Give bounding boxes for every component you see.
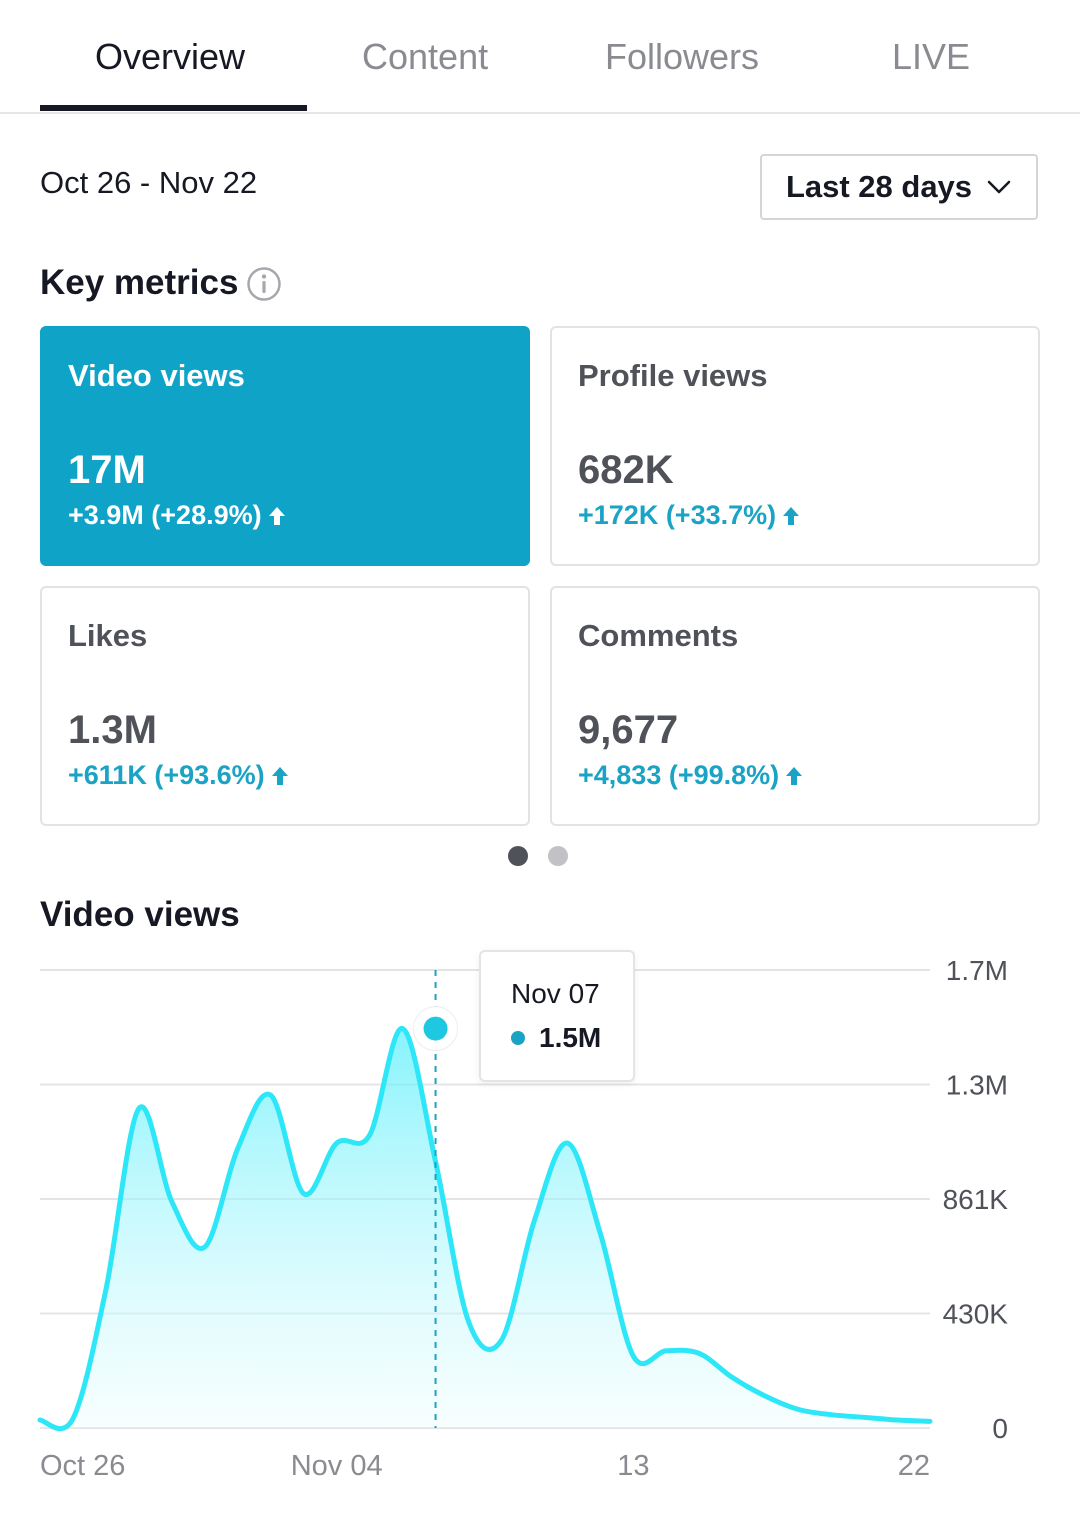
data-point xyxy=(531,1217,537,1223)
tab-live[interactable]: LIVE xyxy=(892,36,971,77)
y-tick-label: 0 xyxy=(992,1413,1008,1444)
date-range-select-value: Last 28 days xyxy=(785,169,973,204)
page-dot-2[interactable] xyxy=(548,846,568,866)
chart-section-title: Video views xyxy=(40,895,240,934)
metric-delta: +3.9M (+28.9%) xyxy=(68,500,286,531)
y-tick-label: 1.3M xyxy=(946,1070,1008,1101)
tooltip-value-text: 1.5M xyxy=(539,1022,602,1053)
metric-delta: +611K (+93.6%) xyxy=(68,760,289,791)
y-axis-labels: 1.7M 1.3M 861K 430K 0 xyxy=(943,955,1009,1444)
chart-area-fill xyxy=(40,1028,930,1429)
data-point xyxy=(795,1406,801,1412)
data-point xyxy=(861,1414,867,1420)
x-tick-label: 13 xyxy=(617,1450,649,1482)
x-tick-label: 22 xyxy=(898,1450,930,1482)
page-dot-1[interactable] xyxy=(508,846,528,866)
data-point xyxy=(630,1353,636,1359)
metric-delta-text: +3.9M (+28.9%) xyxy=(68,500,262,530)
data-point xyxy=(268,1092,274,1098)
tooltip-date: Nov 07 xyxy=(511,978,600,1009)
x-tick-label: Nov 04 xyxy=(291,1450,383,1482)
tab-bar: Overview Content Followers LIVE xyxy=(0,0,1080,114)
data-point xyxy=(597,1231,603,1237)
data-point xyxy=(235,1145,241,1151)
metric-delta-text: +4,833 (+99.8%) xyxy=(578,760,780,790)
metric-label: Comments xyxy=(578,618,739,653)
data-point xyxy=(202,1244,208,1250)
key-metrics-title: Key metrics xyxy=(40,263,239,302)
chart-tooltip: Nov 07 1.5M xyxy=(479,950,635,1082)
arrow-up-icon xyxy=(786,766,803,785)
highlight-point[interactable] xyxy=(423,1016,448,1041)
data-point xyxy=(927,1418,933,1424)
arrow-up-icon xyxy=(268,506,285,525)
metric-delta: +4,833 (+99.8%) xyxy=(578,760,803,791)
info-icon[interactable] xyxy=(246,266,282,302)
date-range-label: Oct 26 - Nov 22 xyxy=(40,165,258,200)
data-point xyxy=(367,1132,373,1138)
data-point xyxy=(37,1417,43,1423)
metric-delta-text: +172K (+33.7%) xyxy=(578,500,777,530)
carousel-page-indicator xyxy=(508,846,568,866)
tooltip-value: 1.5M xyxy=(511,1022,601,1054)
arrow-up-icon xyxy=(271,766,288,785)
data-point xyxy=(400,1026,406,1032)
metric-value: 682K xyxy=(578,448,674,492)
data-point xyxy=(136,1105,142,1111)
data-point xyxy=(334,1140,340,1146)
metric-card-video-views[interactable]: Video views 17M +3.9M (+28.9%) xyxy=(40,326,530,566)
data-point xyxy=(70,1416,76,1422)
metric-value: 9,677 xyxy=(578,708,679,752)
data-point xyxy=(169,1199,175,1205)
arrow-up-icon xyxy=(783,506,800,525)
metric-label: Likes xyxy=(68,618,148,653)
data-point xyxy=(762,1393,768,1399)
metric-value: 1.3M xyxy=(68,708,157,752)
tab-overview[interactable]: Overview xyxy=(95,36,246,77)
video-views-chart[interactable]: 1.7M 1.3M 861K 430K 0 Oct 26 Nov 04 13 22 xyxy=(0,940,1080,1500)
metric-delta-text: +611K (+93.6%) xyxy=(68,760,265,790)
metric-card-profile-views[interactable]: Profile views 682K +172K (+33.7%) xyxy=(550,326,1040,566)
x-tick-label: Oct 26 xyxy=(40,1450,125,1482)
data-point xyxy=(894,1417,900,1423)
tab-content[interactable]: Content xyxy=(362,36,489,77)
data-point xyxy=(828,1412,834,1418)
data-point xyxy=(696,1350,702,1356)
metric-label: Video views xyxy=(68,358,245,393)
data-point xyxy=(103,1287,109,1293)
metric-card-comments[interactable]: Comments 9,677 +4,833 (+99.8%) xyxy=(550,586,1040,826)
x-axis-labels: Oct 26 Nov 04 13 22 xyxy=(40,1450,930,1482)
chevron-down-icon xyxy=(987,180,1011,194)
data-point xyxy=(729,1374,735,1380)
chart-series-line xyxy=(37,1026,933,1432)
date-range-select[interactable]: Last 28 days xyxy=(760,154,1038,220)
data-point xyxy=(498,1337,504,1343)
metric-value: 17M xyxy=(68,448,146,492)
data-point xyxy=(663,1348,669,1354)
data-point xyxy=(564,1140,570,1146)
data-point xyxy=(466,1318,472,1324)
active-tab-indicator xyxy=(40,105,307,111)
metric-label: Profile views xyxy=(578,358,768,393)
tooltip-series-dot xyxy=(511,1031,525,1045)
y-tick-label: 861K xyxy=(943,1184,1009,1215)
y-tick-label: 430K xyxy=(943,1299,1009,1330)
y-tick-label: 1.7M xyxy=(946,955,1008,986)
metric-card-likes[interactable]: Likes 1.3M +611K (+93.6%) xyxy=(40,586,530,826)
metric-delta: +172K (+33.7%) xyxy=(578,500,800,531)
data-point xyxy=(301,1191,307,1197)
tab-followers[interactable]: Followers xyxy=(605,36,760,77)
